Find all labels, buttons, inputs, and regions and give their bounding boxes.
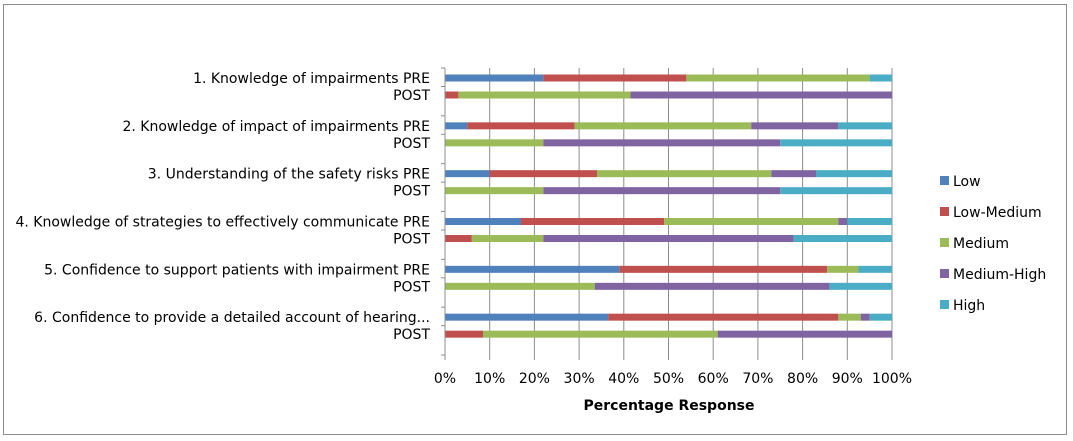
category-label-post: POST (393, 136, 430, 152)
bar-segment-low (445, 218, 521, 225)
category-label-post: POST (393, 327, 430, 343)
bar-segment-high (793, 235, 892, 242)
bar-segment-medium (596, 170, 772, 178)
bar-segment-medium-high (594, 282, 830, 290)
legend-swatch (940, 176, 949, 185)
bar-segment-low-medium (520, 218, 665, 225)
bar-segment-medium (471, 235, 544, 242)
bar-segment-low-medium (445, 235, 472, 242)
bar-segment-medium (827, 265, 859, 273)
bar-segment-medium (686, 74, 870, 82)
x-tick-label: 10% (474, 371, 505, 387)
legend-swatch (940, 207, 949, 216)
bar-segment-medium-high (860, 313, 870, 321)
bar-segment-high (869, 313, 892, 321)
bar-segment-low-medium (619, 265, 828, 273)
legend-swatch (940, 269, 949, 278)
bar-segment-medium (838, 313, 861, 321)
legend-label: Low-Medium (953, 205, 1042, 221)
bar-segment-low-medium (467, 122, 575, 130)
x-tick-label: 60% (698, 371, 729, 387)
bar-segment-medium (445, 282, 595, 290)
bar-segment-high (858, 265, 892, 273)
axes (441, 67, 446, 356)
bar-segment-medium (445, 139, 544, 147)
bar-segment-medium (664, 218, 839, 225)
bar-segment-low-medium (543, 74, 687, 82)
bar-segment-low (445, 74, 544, 82)
bar-segment-high (829, 282, 892, 290)
bar-segment-medium (445, 187, 544, 195)
category-label-post: POST (393, 232, 430, 248)
bar-segment-medium (574, 122, 752, 130)
bar-segment-medium-high (751, 122, 839, 130)
category-label-pre: 3. Understanding of the safety risks PRE (148, 167, 430, 183)
legend-swatch (940, 300, 949, 309)
category-label-pre: 5. Confidence to support patients with i… (44, 262, 430, 278)
bar-segment-low (445, 265, 620, 273)
bar-segment-low-medium (489, 170, 597, 178)
legend-label: Low (953, 174, 981, 190)
bar-segment-high (847, 218, 892, 225)
bar-segment-low-medium (445, 330, 483, 338)
bar-segment-high (869, 74, 892, 82)
legend-label: Medium-High (953, 267, 1046, 283)
bar-segment-low-medium (445, 91, 459, 99)
x-tick-label: 80% (787, 371, 818, 387)
legend-label: High (953, 298, 985, 314)
bar-segment-medium-high (543, 187, 781, 195)
x-tick-label: 50% (653, 371, 684, 387)
bar-segment-medium-high (543, 235, 794, 242)
bar-segment-medium (482, 330, 718, 338)
category-label-pre: 4. Knowledge of strategies to effectivel… (15, 215, 430, 231)
bar-segment-low (445, 170, 490, 178)
legend: Low Low-Medium Medium Medium-High High (940, 174, 1046, 314)
category-label-pre: 1. Knowledge of impairments PRE (193, 71, 430, 87)
bar-segment-low (445, 313, 609, 321)
x-tick-label: 90% (832, 371, 863, 387)
bar-segment-low-medium (608, 313, 839, 321)
bar-segment-medium-high (717, 330, 892, 338)
x-tick-label: 100% (872, 371, 912, 387)
bar-segment-low (445, 122, 468, 130)
category-label-post: POST (393, 279, 430, 295)
bar-segment-medium-high (771, 170, 817, 178)
legend-label: Medium (953, 236, 1009, 252)
x-tick-label: 70% (742, 371, 773, 387)
category-label-post: POST (393, 184, 430, 200)
bar-segment-medium-high (838, 218, 848, 225)
x-tick-label: 20% (519, 371, 550, 387)
bars (445, 74, 892, 338)
bar-segment-high (816, 170, 892, 178)
bar-segment-high (838, 122, 892, 130)
x-tick-label: 30% (564, 371, 595, 387)
category-label-pre: 6. Confidence to provide a detailed acco… (34, 310, 430, 326)
x-tick-labels: 0% 10% 20% 30% 40% 50% 60% 70% 80% 90% 100% (434, 371, 912, 387)
bar-segment-high (780, 139, 892, 147)
x-tick-label: 0% (434, 371, 456, 387)
x-tick-label: 40% (608, 371, 639, 387)
x-axis-title: Percentage Response (584, 398, 755, 414)
bar-segment-medium-high (543, 139, 781, 147)
bar-segment-medium-high (630, 91, 892, 99)
bar-segment-high (780, 187, 892, 195)
category-label-post: POST (393, 88, 430, 104)
category-label-pre: 2. Knowledge of impact of impairments PR… (122, 119, 430, 135)
bar-segment-medium (458, 91, 631, 99)
legend-swatch (940, 238, 949, 247)
